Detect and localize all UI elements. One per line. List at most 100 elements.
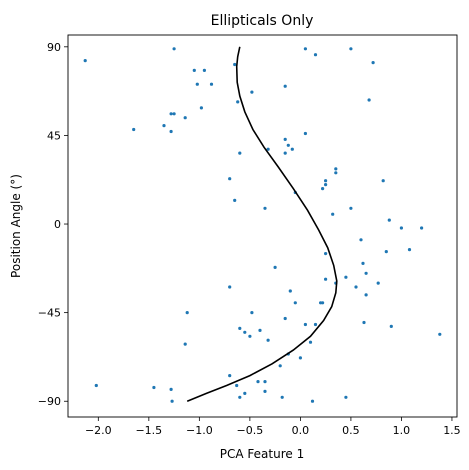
trend-curve (186, 46, 338, 402)
scatter-point (364, 271, 368, 275)
x-tick-label: −0.5 (237, 424, 264, 437)
y-tick-label: −90 (38, 395, 61, 408)
scatter-point (310, 399, 315, 403)
x-tick-label: −1.0 (186, 424, 213, 437)
scatter-point (250, 90, 254, 94)
scatter-point (303, 322, 307, 327)
scatter-point (266, 338, 270, 342)
x-axis: −2.0 −1.5 −1.0 −0.5 0.0 0.5 1.0 1.5 (85, 417, 461, 437)
scatter-point (83, 59, 87, 63)
scatter-point (256, 380, 260, 384)
scatter-point (331, 212, 335, 216)
scatter-point (364, 293, 368, 297)
chart-title: Ellipticals Only (211, 13, 314, 29)
x-axis-label: PCA Feature 1 (220, 447, 304, 461)
scatter-point (303, 47, 307, 51)
scatter-point (376, 281, 380, 285)
scatter-point (170, 399, 174, 403)
scatter-point (183, 342, 187, 346)
scatter-point (286, 143, 290, 147)
scatter-point (243, 330, 247, 334)
scatter-point (283, 316, 287, 321)
scatter-point (195, 82, 199, 86)
scatter-point (384, 250, 388, 254)
scatter-point (438, 332, 442, 336)
scatter-point (228, 285, 232, 289)
x-tick-label: 0.0 (292, 424, 310, 437)
scatter-point (278, 364, 282, 368)
scatter-point (283, 137, 287, 141)
y-axis-label: Position Angle (°) (9, 174, 23, 278)
y-tick-label: 90 (47, 41, 61, 54)
scatter-point (288, 289, 292, 293)
scatter-point (192, 68, 196, 72)
scatter-point (367, 98, 371, 102)
scatter-point (420, 226, 424, 230)
scatter-point (152, 385, 156, 390)
scatter-point (172, 112, 176, 116)
x-tick-label: −2.0 (85, 424, 112, 437)
scatter-point (183, 116, 187, 120)
x-tick-label: −1.5 (135, 424, 162, 437)
scatter-point (243, 391, 247, 395)
scatter-point (344, 395, 348, 399)
scatter-point (381, 179, 385, 183)
scatter-point (228, 374, 232, 378)
scatter-point (238, 151, 242, 155)
scatter-point (349, 47, 353, 51)
scatter-point (313, 322, 318, 327)
scatter-point (172, 47, 176, 51)
x-tick-label: 1.0 (393, 424, 411, 437)
scatter-point (238, 395, 242, 399)
scatter-point (280, 395, 284, 399)
scatter-point (407, 248, 412, 252)
scatter-point (169, 129, 173, 134)
scatter-point (389, 324, 393, 328)
scatter-point (202, 68, 206, 72)
scatter-point (233, 198, 237, 202)
scatter-point (324, 179, 328, 183)
scatter-points (83, 47, 442, 403)
scatter-point (362, 320, 366, 325)
y-tick-label: 0 (54, 218, 61, 231)
scatter-point (169, 387, 173, 391)
scatter-point (349, 206, 353, 210)
scatter-point (263, 380, 267, 384)
scatter-point (354, 285, 358, 289)
scatter-point (298, 356, 302, 360)
scatter-point (185, 311, 189, 315)
scatter-point (233, 62, 237, 67)
scatter-point (371, 61, 375, 65)
scatter-point (169, 112, 173, 116)
x-tick-label: 1.5 (443, 424, 461, 437)
y-tick-label: −45 (38, 307, 61, 320)
plot-frame (67, 34, 458, 418)
scatter-point (209, 82, 214, 86)
scatter-point (303, 131, 307, 136)
scatter-point (334, 171, 338, 175)
scatter-point (293, 301, 297, 305)
scatter-point (387, 218, 391, 222)
scatter-point (321, 187, 325, 191)
scatter-point (324, 183, 328, 187)
scatter-point (283, 84, 287, 88)
scatter-point (283, 151, 287, 155)
scatter-point (94, 383, 98, 388)
scatter-point (266, 147, 270, 151)
scatter-point (162, 124, 166, 128)
scatter-point (248, 334, 252, 338)
scatter-point (250, 311, 254, 315)
scatter-point (319, 301, 323, 305)
y-axis: −90 −45 0 45 90 (38, 41, 68, 408)
scatter-point (324, 277, 328, 281)
scatter-point (359, 238, 363, 242)
scatter-point (308, 340, 313, 344)
x-tick-label: 0.5 (342, 424, 360, 437)
scatter-point (228, 177, 232, 181)
scatter-point (361, 261, 365, 265)
scatter-point (334, 167, 338, 171)
scatter-point (258, 328, 262, 332)
scatter-point (132, 127, 136, 132)
scatter-point (263, 206, 267, 210)
